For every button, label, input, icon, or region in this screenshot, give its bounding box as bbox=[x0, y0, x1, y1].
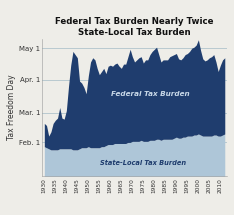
Title: Federal Tax Burden Nearly Twice
State-Local Tax Burden: Federal Tax Burden Nearly Twice State-Lo… bbox=[55, 17, 214, 37]
Y-axis label: Tax Freedom Day: Tax Freedom Day bbox=[7, 75, 16, 140]
Text: Federal Tax Burden: Federal Tax Burden bbox=[111, 91, 189, 97]
Text: State-Local Tax Burden: State-Local Tax Burden bbox=[100, 160, 186, 166]
